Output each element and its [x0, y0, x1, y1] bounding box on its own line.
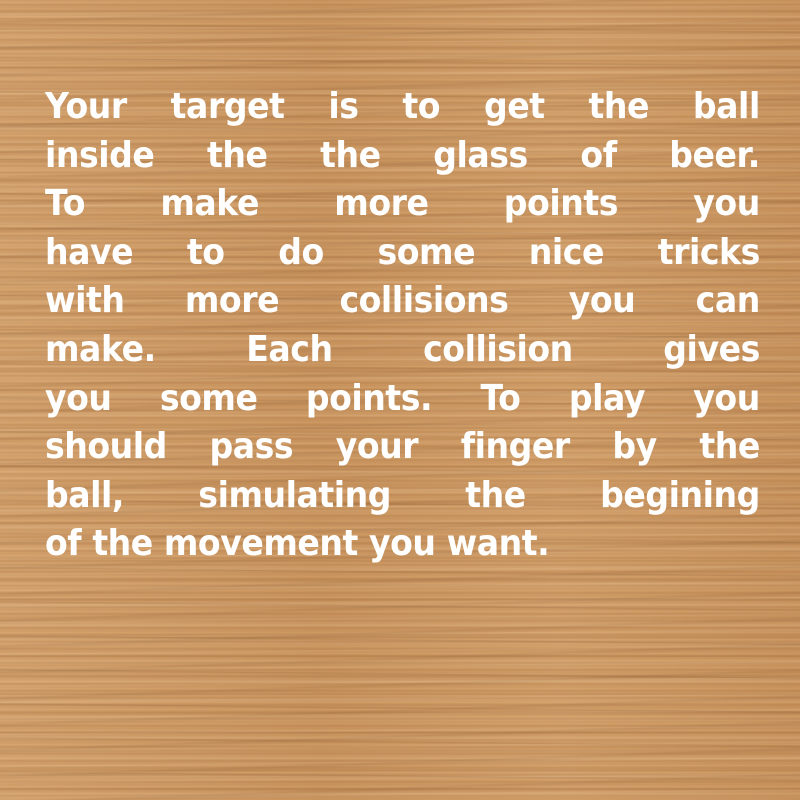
instructions-line: Your target is to get the ball: [45, 86, 760, 127]
instructions-line: ball, simulating the begining: [45, 474, 760, 516]
instructions-line: inside the the glass of beer.: [45, 134, 760, 176]
instructions-line: should pass your finger by the: [45, 426, 760, 468]
instructions-line: have to do some nice tricks: [45, 231, 760, 273]
instructions-line: you some points. To play you: [45, 377, 760, 419]
instructions-line: make. Each collision gives: [45, 328, 760, 370]
instructions-line: To make more points you: [45, 183, 760, 225]
instructions-text: Your target is to get the ball inside th…: [45, 83, 760, 569]
instructions-line: with more collisions you can: [45, 280, 760, 322]
instructions-line: of the movement you want.: [45, 523, 550, 565]
